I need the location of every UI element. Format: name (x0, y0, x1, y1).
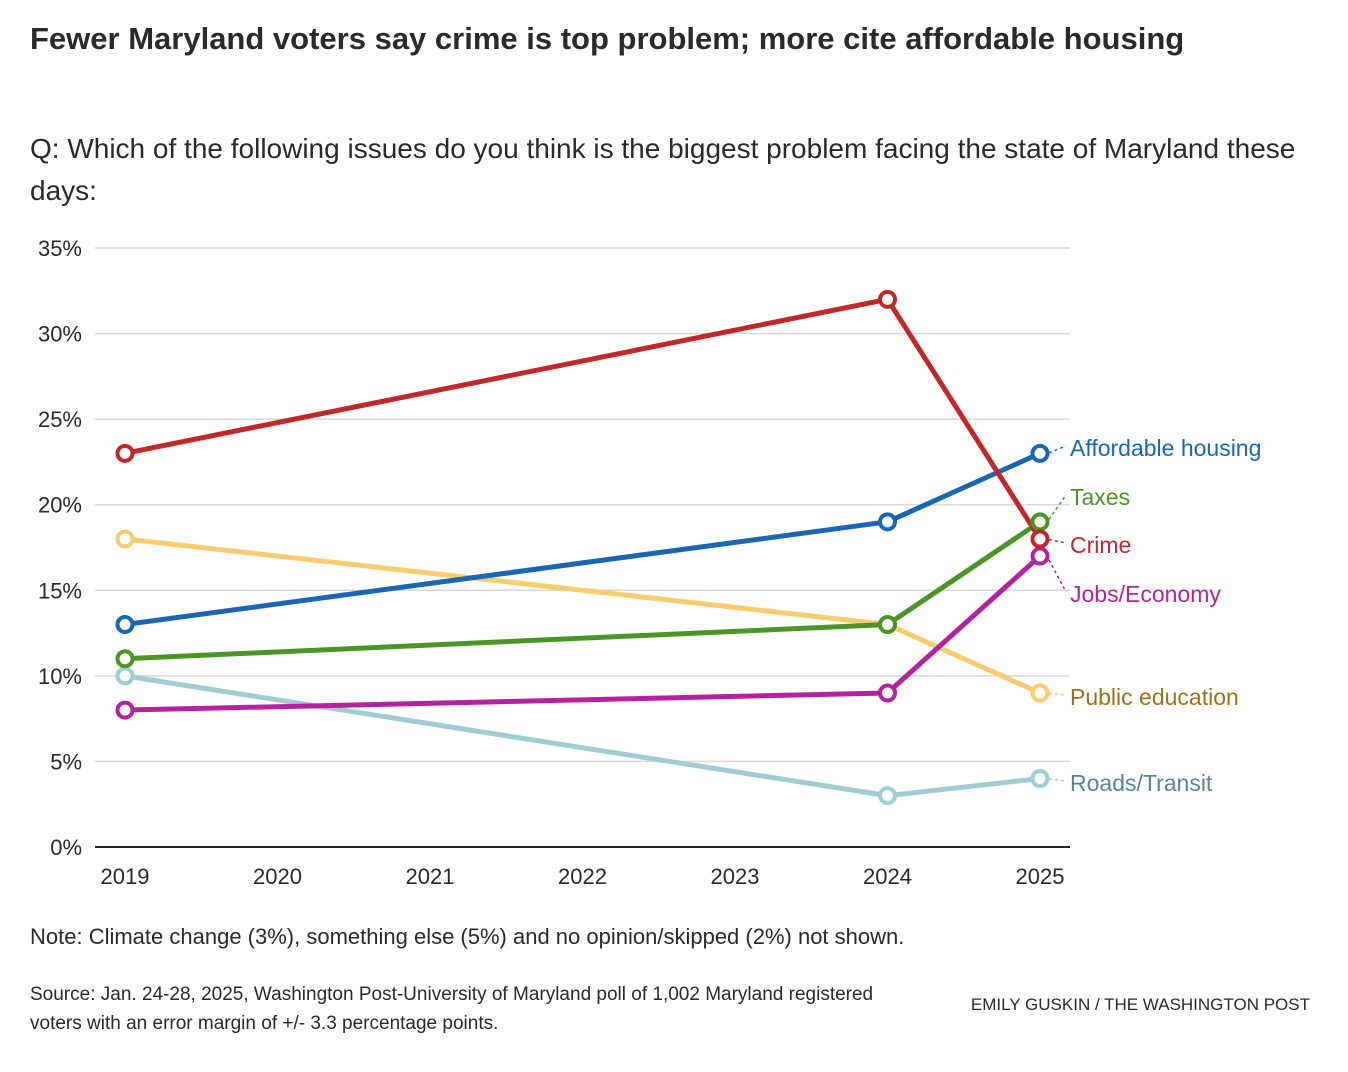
y-tick-label: 5% (50, 749, 82, 774)
x-tick-label: 2019 (101, 864, 150, 889)
series-label: Roads/Transit (1070, 770, 1213, 796)
label-leader (1048, 778, 1067, 782)
label-leader (1048, 559, 1067, 593)
label-leader (1048, 538, 1067, 544)
x-tick-label: 2021 (406, 864, 455, 889)
data-point (115, 666, 135, 686)
label-leader (1048, 494, 1067, 520)
y-tick-label: 10% (38, 664, 82, 689)
series-label: Taxes (1070, 484, 1130, 510)
data-point (878, 289, 897, 309)
data-point (878, 683, 897, 703)
series-line (124, 673, 1041, 799)
x-tick-label: 2024 (863, 864, 912, 889)
data-point (115, 649, 135, 669)
x-tick-label: 2020 (253, 864, 302, 889)
data-point (115, 529, 135, 549)
data-point (1030, 546, 1050, 566)
chart-source: Source: Jan. 24-28, 2025, Washington Pos… (30, 984, 874, 1034)
data-point (1030, 769, 1050, 789)
data-point (878, 512, 897, 532)
y-tick-label: 15% (38, 578, 82, 603)
y-tick-label: 35% (38, 236, 82, 261)
data-point (115, 443, 135, 463)
data-point (878, 615, 897, 635)
data-point (1030, 443, 1050, 463)
x-tick-label: 2022 (558, 864, 607, 889)
chart-title: Fewer Maryland voters say crime is top p… (30, 21, 1185, 56)
y-tick-label: 0% (50, 835, 82, 860)
data-point (115, 700, 135, 720)
chart-credit: EMILY GUSKIN / THE WASHINGTON POST (970, 995, 1310, 1014)
chart-note: Note: Climate change (3%), something els… (30, 924, 905, 949)
data-point (878, 786, 897, 806)
series-label: Public education (1070, 684, 1239, 710)
label-leader (1048, 445, 1067, 454)
data-point (1030, 512, 1050, 532)
y-tick-label: 25% (38, 407, 82, 432)
y-tick-label: 30% (38, 322, 82, 347)
series-label: Affordable housing (1070, 435, 1261, 461)
series-label: Jobs/Economy (1070, 581, 1221, 607)
label-leader (1048, 692, 1067, 696)
data-point (1030, 683, 1050, 703)
series-line (124, 451, 1042, 627)
x-tick-label: 2023 (711, 864, 760, 889)
y-tick-label: 20% (38, 493, 82, 518)
x-tick-label: 2025 (1016, 864, 1065, 889)
series-label: Crime (1070, 532, 1131, 558)
chart-subtitle: Q: Which of the following issues do you … (30, 133, 1296, 206)
data-point (1030, 529, 1050, 549)
data-point (115, 615, 135, 635)
